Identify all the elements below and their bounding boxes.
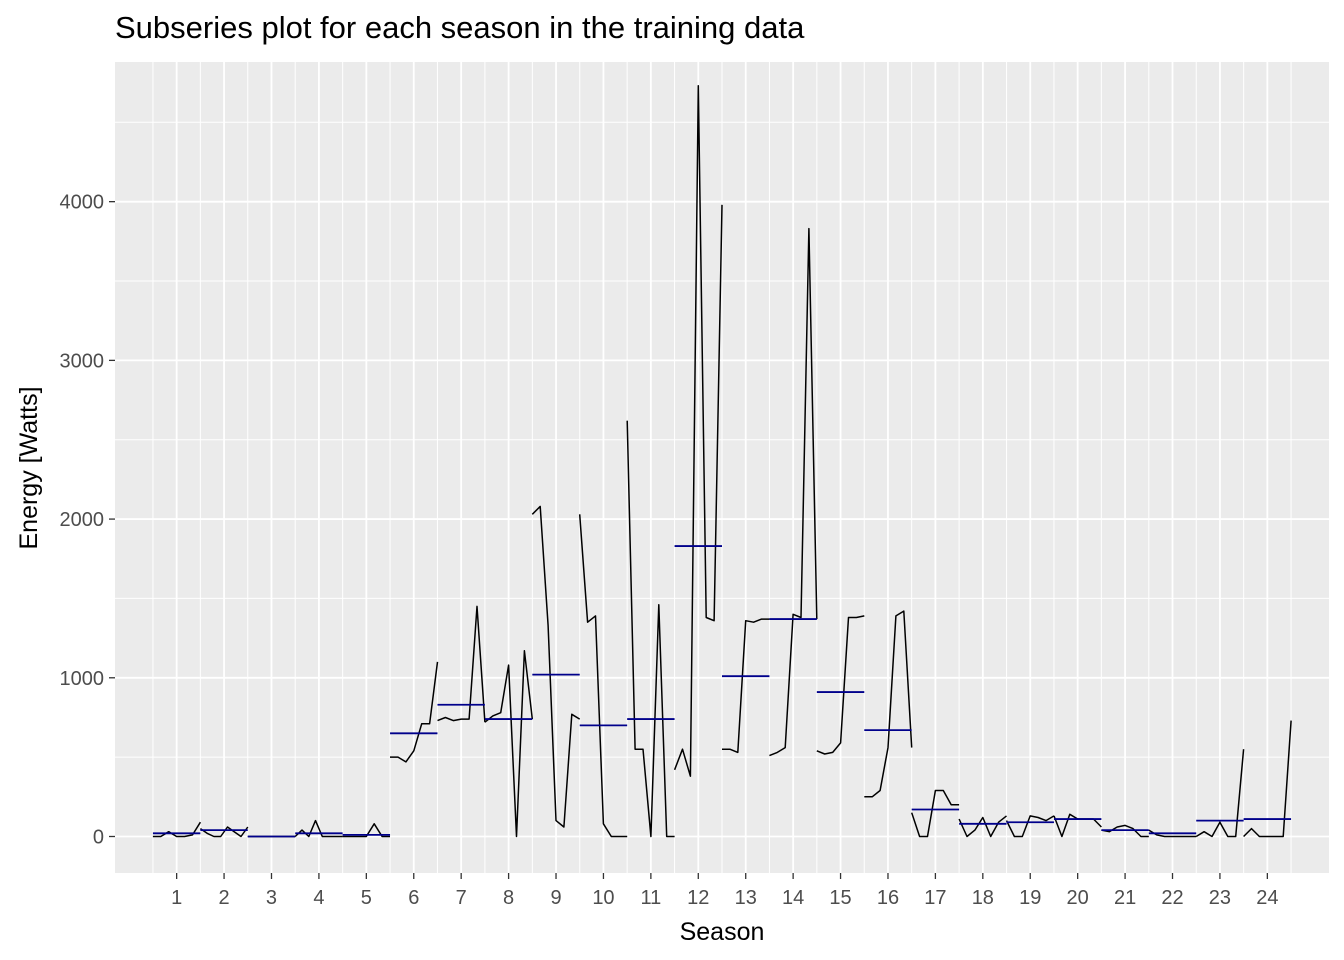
- x-tick-label: 18: [972, 887, 994, 909]
- series-line-season-4: [294, 819, 343, 838]
- x-tick-label: 7: [456, 887, 467, 909]
- series-line-season-18: [958, 815, 1007, 838]
- series-line-season-21: [1101, 824, 1149, 838]
- x-axis-title: Season: [680, 918, 765, 946]
- x-tick-label: 2: [219, 887, 230, 909]
- x-tick-label: 16: [877, 887, 899, 909]
- grid-major-lines: [115, 62, 1329, 873]
- x-tick-label: 21: [1114, 887, 1136, 909]
- series-line-season-8: [484, 650, 534, 838]
- y-axis: 0 1000 2000 3000 4000: [60, 192, 115, 848]
- series-line-season-11: [626, 420, 675, 838]
- x-tick-label: 1: [171, 887, 182, 909]
- x-tick-label: 22: [1161, 887, 1183, 909]
- x-tick-label: 20: [1067, 887, 1089, 909]
- x-tick-label: 19: [1019, 887, 1041, 909]
- x-tick-label: 11: [640, 887, 661, 909]
- series-line-season-16: [864, 610, 913, 798]
- x-tick-label: 4: [313, 887, 324, 909]
- x-tick-label: 13: [735, 887, 757, 909]
- series-layer: [152, 85, 1292, 838]
- series-line-season-15: [816, 615, 865, 755]
- mean-layer: [152, 545, 1292, 838]
- x-tick-label: 8: [503, 887, 514, 909]
- y-tick-label: 0: [93, 826, 104, 848]
- x-tick-label: 5: [361, 887, 372, 909]
- series-line-season-9: [531, 505, 581, 828]
- series-line-season-24: [1243, 720, 1292, 838]
- series-line-season-23: [1195, 749, 1245, 838]
- series-line-season-7: [437, 605, 486, 723]
- x-tick-label: 3: [266, 887, 277, 909]
- series-line-season-10: [578, 514, 628, 838]
- series-line-season-6: [390, 661, 439, 763]
- x-tick-label: 17: [924, 887, 946, 909]
- series-line-season-13: [722, 618, 770, 754]
- y-axis-title: Energy [Watts]: [15, 386, 43, 549]
- series-line-season-22: [1148, 829, 1197, 838]
- x-tick-label: 6: [408, 887, 419, 909]
- y-tick-label: 4000: [60, 192, 105, 214]
- series-line-season-14: [769, 227, 818, 757]
- series-line-season-5: [342, 823, 390, 838]
- y-tick-label: 3000: [60, 350, 105, 372]
- chart-title: Subseries plot for each season in the tr…: [115, 10, 805, 45]
- y-tick-label: 2000: [60, 509, 105, 531]
- x-tick-label: 23: [1209, 887, 1231, 909]
- x-tick-label: 12: [687, 887, 709, 909]
- series-line-season-2: [199, 826, 249, 838]
- x-tick-label: 24: [1256, 887, 1278, 909]
- series-line-season-1: [152, 821, 202, 838]
- x-tick-label: 15: [829, 887, 851, 909]
- y-tick-label: 1000: [60, 668, 105, 690]
- series-line-season-19: [1005, 815, 1055, 838]
- x-axis: 1 2 3 4 5 6 7 8 9 10 11 12 13 14 15 16 17 18 19 20 21 22 23 24: [171, 873, 1278, 909]
- series-line-season-17: [910, 789, 960, 838]
- x-tick-label: 10: [592, 887, 614, 909]
- x-tick-label: 14: [782, 887, 804, 909]
- x-tick-label: 9: [550, 887, 561, 909]
- series-line-season-12: [673, 85, 723, 777]
